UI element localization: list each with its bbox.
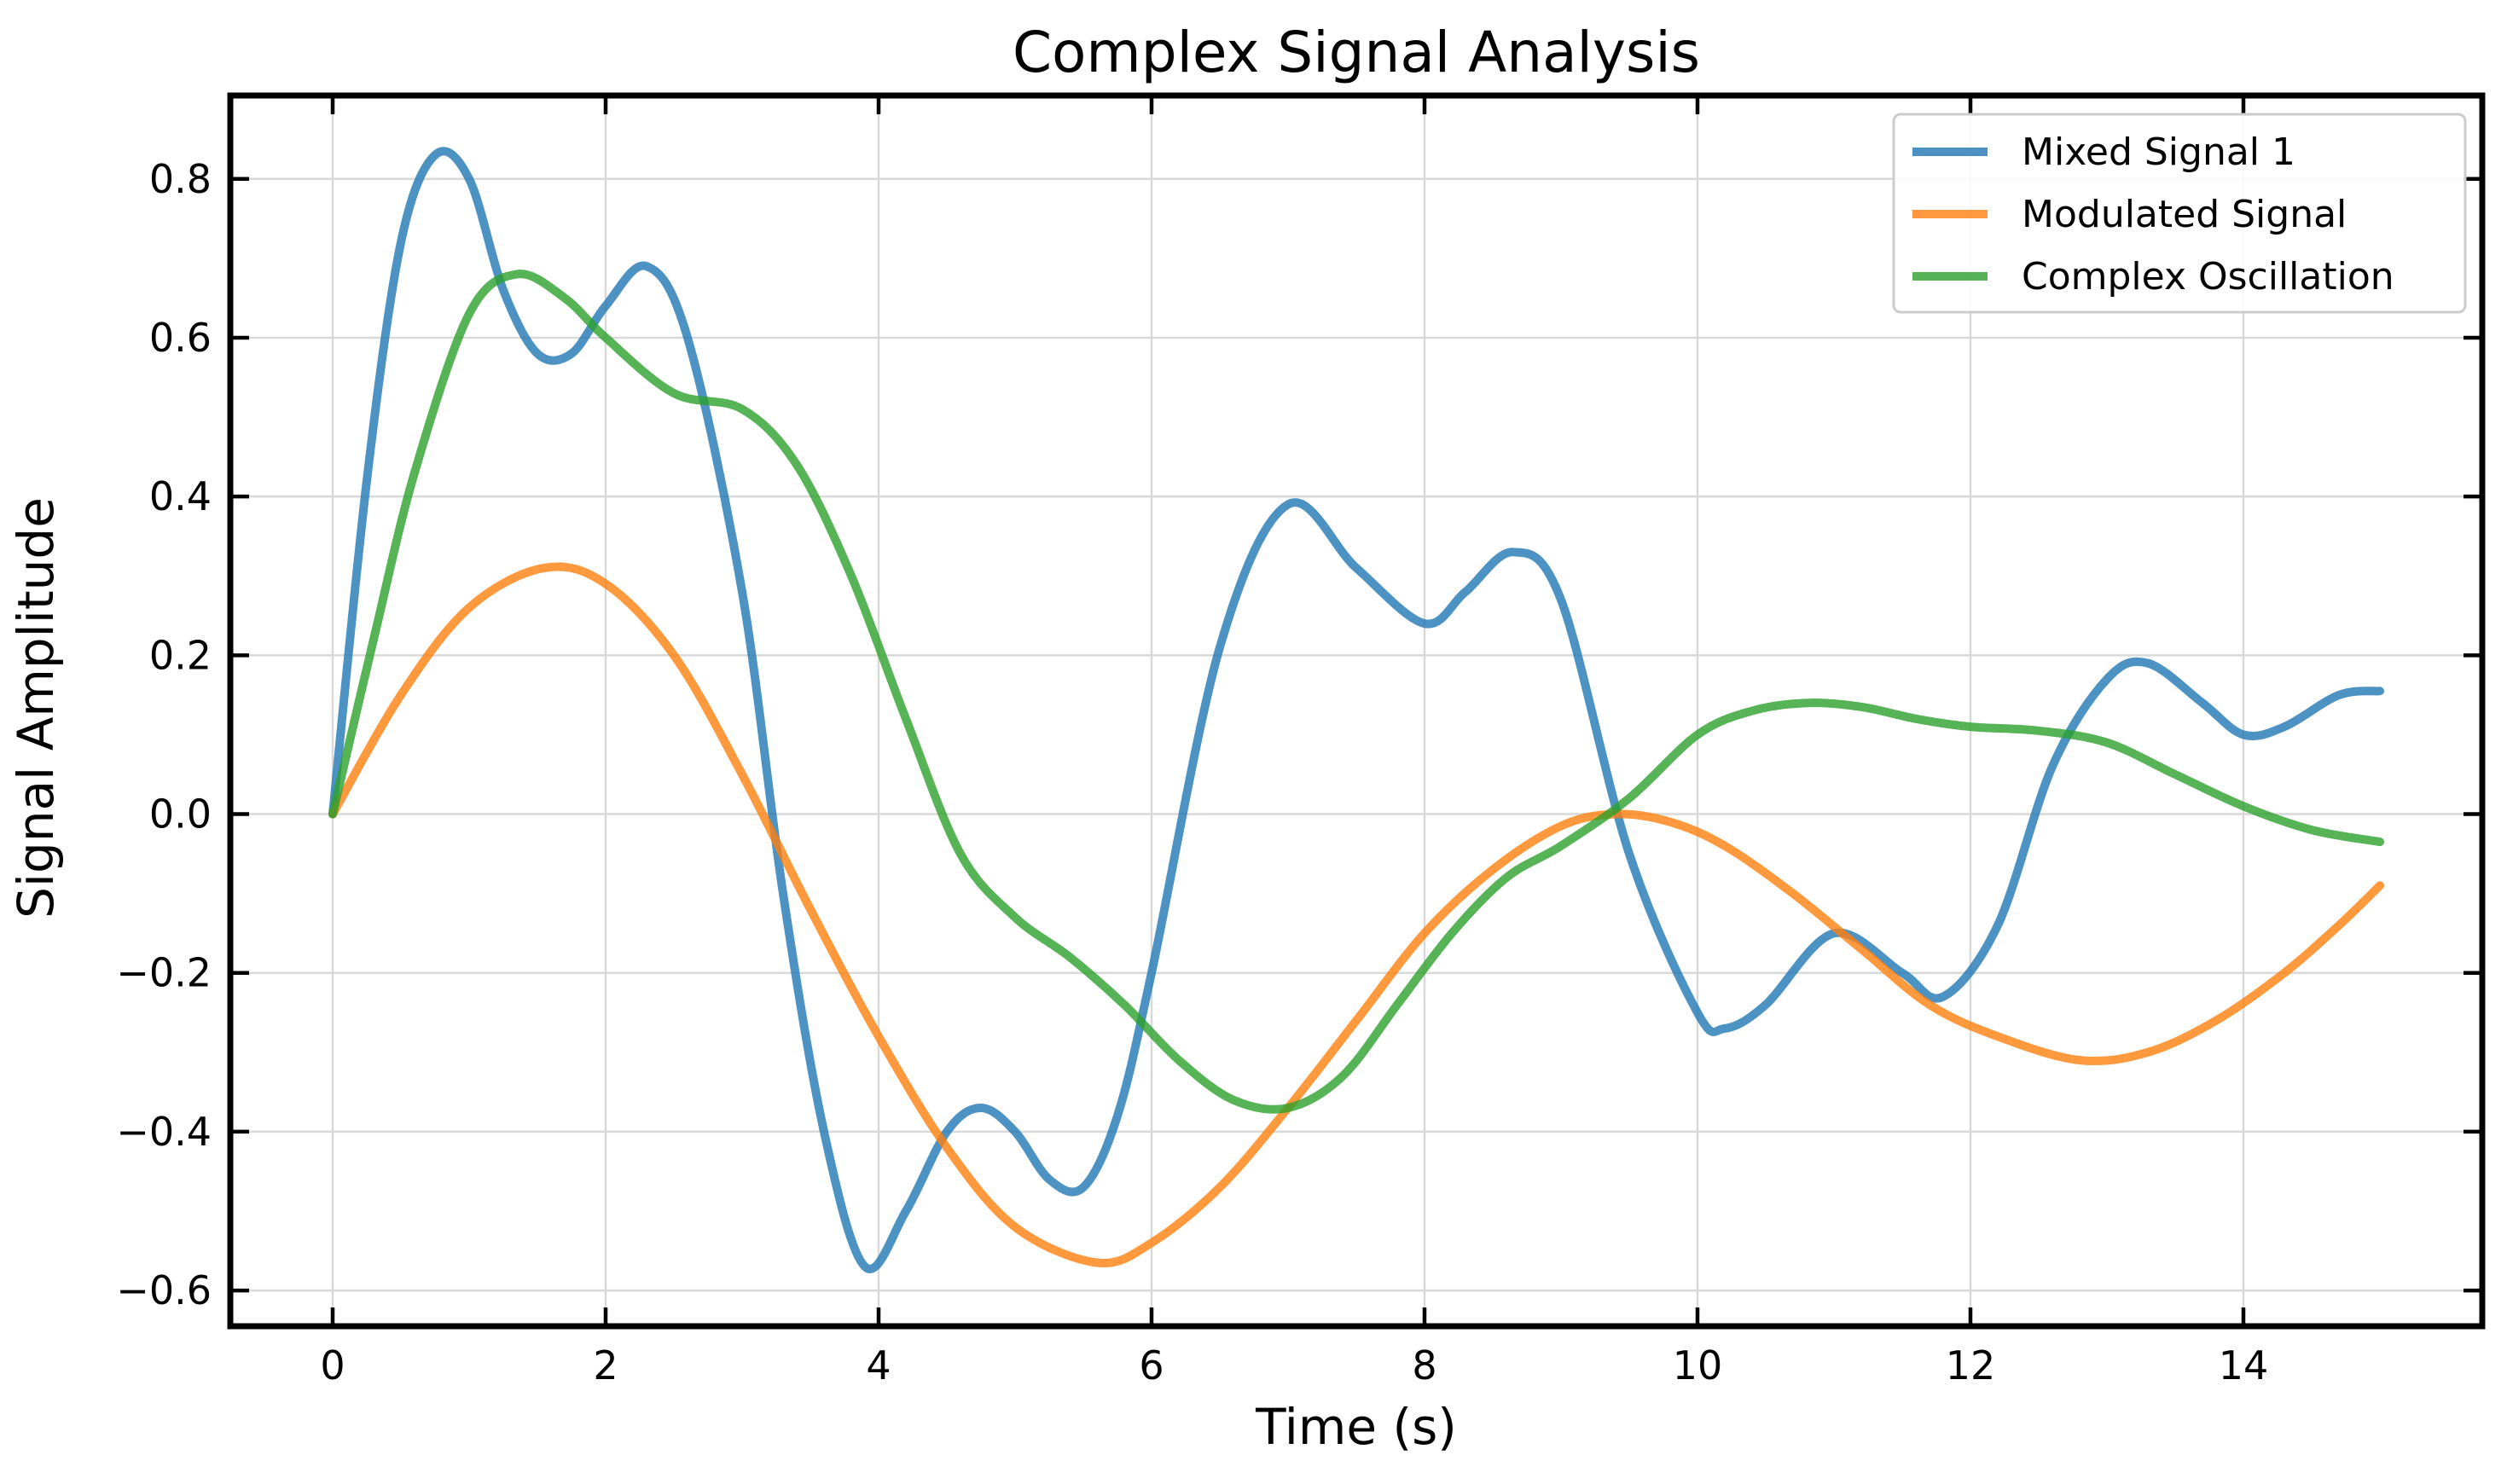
series-line-modulated-signal	[328, 562, 2384, 1267]
x-tick-label: 0	[320, 1342, 345, 1388]
x-tick-labels: 0 2 4 6 8 10 12 14	[320, 1342, 2268, 1388]
y-axis-label: Signal Amplitude	[7, 497, 65, 919]
legend: Mixed Signal 1 Modulated Signal Complex Os…	[1892, 113, 2467, 314]
y-tick-label: 0.2	[149, 632, 212, 678]
chart-title: Complex Signal Analysis	[1013, 20, 1700, 85]
series-lines	[328, 147, 2384, 1273]
x-tick-label: 2	[593, 1342, 618, 1388]
y-tick-label: −0.6	[116, 1267, 212, 1313]
x-tick-label: 12	[1946, 1342, 1996, 1388]
series-line-complex-oscillation	[328, 270, 2384, 1114]
legend-entry-label: Mixed Signal 1	[2022, 130, 2295, 174]
x-axis-label: Time (s)	[1255, 1398, 1457, 1456]
x-tick-label: 10	[1673, 1342, 1723, 1388]
x-tick-label: 4	[866, 1342, 891, 1388]
y-tick-labels: −0.6 −0.4 −0.2 0.0 0.2 0.4 0.6 0.8	[116, 156, 212, 1313]
series-line-mixed-signal-1	[328, 147, 2384, 1273]
y-tick-label: −0.4	[116, 1109, 212, 1155]
y-tick-label: −0.2	[116, 950, 212, 996]
axis-ticks	[230, 96, 2482, 1326]
x-tick-label: 6	[1139, 1342, 1164, 1388]
x-tick-label: 8	[1412, 1342, 1436, 1388]
y-tick-label: 0.8	[149, 156, 212, 202]
x-tick-label: 14	[2219, 1342, 2269, 1388]
plot-frame	[227, 92, 2486, 1330]
legend-entry-label: Complex Oscillation	[2022, 255, 2394, 299]
y-tick-label: 0.6	[149, 315, 212, 361]
legend-entry-label: Modulated Signal	[2022, 193, 2347, 236]
y-tick-label: 0.0	[149, 791, 212, 838]
legend-box	[1892, 113, 2467, 314]
y-tick-label: 0.4	[149, 473, 212, 519]
